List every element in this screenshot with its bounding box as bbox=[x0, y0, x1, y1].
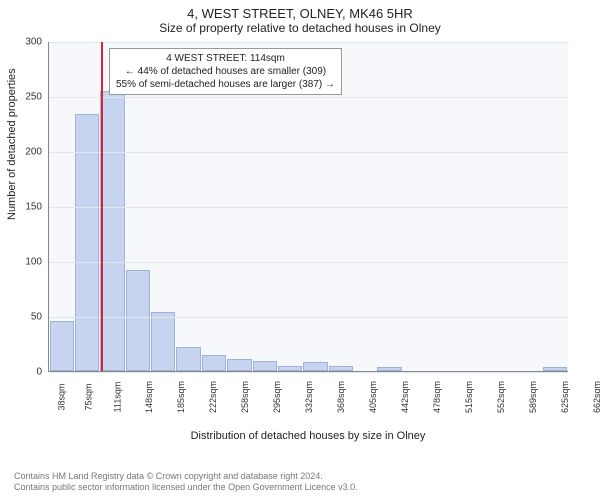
histogram-bar bbox=[329, 366, 353, 371]
title-line-2: Size of property relative to detached ho… bbox=[0, 21, 600, 35]
gridline bbox=[49, 317, 568, 318]
histogram-bar bbox=[253, 361, 277, 371]
footer-line-2: Contains public sector information licen… bbox=[14, 482, 358, 494]
x-tick-label: 258sqm bbox=[229, 374, 261, 424]
x-tick-label: 552sqm bbox=[485, 374, 517, 424]
gridline bbox=[49, 152, 568, 153]
annotation-box: 4 WEST STREET: 114sqm ← 44% of detached … bbox=[109, 48, 342, 95]
gridline bbox=[49, 207, 568, 208]
annotation-line-2: ← 44% of detached houses are smaller (30… bbox=[116, 65, 335, 78]
y-tick-label: 250 bbox=[25, 92, 42, 103]
histogram-bar bbox=[303, 362, 327, 371]
histogram-bar bbox=[100, 91, 124, 371]
histogram-bar bbox=[543, 367, 567, 371]
histogram-bar bbox=[176, 347, 200, 371]
x-tick-label: 222sqm bbox=[197, 374, 229, 424]
histogram-bar bbox=[377, 367, 401, 371]
gridline bbox=[49, 97, 568, 98]
x-tick-label: 589sqm bbox=[517, 374, 549, 424]
y-tick-label: 200 bbox=[25, 147, 42, 158]
y-tick-label: 150 bbox=[25, 202, 42, 213]
footer-line-1: Contains HM Land Registry data © Crown c… bbox=[14, 471, 358, 483]
annotation-line-1: 4 WEST STREET: 114sqm bbox=[116, 52, 335, 65]
x-tick-label: 38sqm bbox=[48, 374, 75, 424]
x-tick-label: 185sqm bbox=[165, 374, 197, 424]
title-line-1: 4, WEST STREET, OLNEY, MK46 5HR bbox=[0, 6, 600, 21]
x-tick-label: 442sqm bbox=[389, 374, 421, 424]
plot-region: 4 WEST STREET: 114sqm ← 44% of detached … bbox=[48, 42, 568, 372]
y-axis-label: Number of detached properties bbox=[6, 68, 18, 220]
histogram-bar bbox=[278, 366, 302, 371]
histogram-bar bbox=[202, 355, 226, 371]
x-tick-label: 405sqm bbox=[357, 374, 389, 424]
histogram-bar bbox=[227, 359, 251, 371]
histogram-bar bbox=[151, 312, 175, 371]
chart-title-block: 4, WEST STREET, OLNEY, MK46 5HR Size of … bbox=[0, 0, 600, 35]
footer-attribution: Contains HM Land Registry data © Crown c… bbox=[14, 471, 358, 494]
gridline bbox=[49, 262, 568, 263]
x-tick-label: 515sqm bbox=[453, 374, 485, 424]
x-tick-label: 295sqm bbox=[261, 374, 293, 424]
x-tick-label: 478sqm bbox=[421, 374, 453, 424]
y-tick-label: 0 bbox=[36, 367, 42, 378]
gridline bbox=[49, 42, 568, 43]
y-tick-label: 300 bbox=[25, 37, 42, 48]
x-tick-label: 332sqm bbox=[293, 374, 325, 424]
chart-area: 4 WEST STREET: 114sqm ← 44% of detached … bbox=[48, 42, 568, 422]
x-tick-label: 111sqm bbox=[102, 374, 133, 424]
x-tick-label: 662sqm bbox=[581, 374, 600, 424]
x-tick-label: 75sqm bbox=[75, 374, 102, 424]
x-tick-labels: 38sqm75sqm111sqm148sqm185sqm222sqm258sqm… bbox=[48, 374, 568, 424]
histogram-bar bbox=[50, 321, 74, 371]
histogram-bar bbox=[126, 270, 150, 371]
property-marker-line bbox=[101, 42, 103, 371]
gridline bbox=[49, 372, 568, 373]
annotation-line-3: 55% of semi-detached houses are larger (… bbox=[116, 78, 335, 91]
x-tick-label: 148sqm bbox=[133, 374, 165, 424]
x-tick-label: 625sqm bbox=[549, 374, 581, 424]
x-tick-label: 368sqm bbox=[325, 374, 357, 424]
y-tick-label: 50 bbox=[31, 312, 42, 323]
y-tick-label: 100 bbox=[25, 257, 42, 268]
